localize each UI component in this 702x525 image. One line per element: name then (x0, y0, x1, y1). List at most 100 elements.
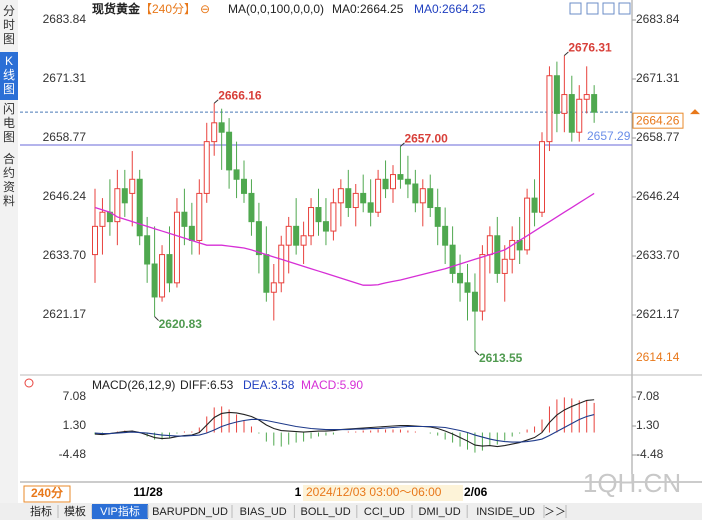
macd-icon (24, 378, 34, 388)
bottom-tab[interactable]: VIP指标 (100, 504, 140, 518)
y-tick-label: 2646.24 (636, 189, 680, 203)
toolbar-icons[interactable] (569, 2, 631, 15)
extreme-pointer (474, 350, 480, 356)
x-label: 11/28 (133, 485, 163, 499)
macd-legend: DIFF:6.53 (180, 378, 234, 392)
y-tick-label: 2633.70 (636, 248, 680, 262)
y-tick-label: 1.30 (63, 418, 87, 432)
y-tick-label: 2621.17 (43, 307, 87, 321)
extreme-label: 2620.83 (159, 317, 203, 331)
y-tick-label: 7.08 (63, 389, 87, 403)
sidebar-tab[interactable]: 图 (3, 130, 15, 144)
candle-body (442, 225, 449, 246)
sidebar-tab[interactable]: 图 (3, 82, 15, 96)
bottom-tab[interactable]: 指标 (30, 504, 52, 518)
y-tick-label: 2683.84 (636, 12, 680, 26)
candle-body (92, 225, 98, 256)
bottom-tab[interactable]: INSIDE_UD (476, 506, 535, 518)
candle-body (173, 211, 180, 284)
tab-active[interactable] (92, 504, 148, 519)
candle-body (367, 202, 374, 213)
candle-body (248, 192, 255, 223)
bottom-tab[interactable]: DMI_UD (419, 506, 461, 518)
tab-bar (0, 503, 702, 520)
bottom-tab[interactable]: BIAS_UD (240, 506, 287, 518)
period-box[interactable] (23, 485, 71, 503)
candle-body (531, 197, 538, 213)
candle-body (539, 141, 545, 213)
candle-body (524, 197, 531, 251)
bottom-tab[interactable]: ＞＞ (544, 506, 566, 518)
candle-body (211, 122, 218, 143)
sidebar-tab[interactable]: 资 (3, 180, 15, 194)
bottom-tab[interactable]: 模板 (64, 504, 86, 518)
candle-body (159, 254, 166, 298)
icon[interactable] (569, 2, 582, 15)
candle-body (300, 235, 307, 246)
macd-title: MACD(26,12,9) (92, 378, 175, 392)
candle-body (241, 178, 247, 194)
ref-label: 2657.29 (587, 129, 631, 143)
watermark: 1QH.CN (583, 468, 681, 498)
candle-body (345, 188, 352, 209)
candle-body (486, 235, 493, 256)
indicator-label: MA(0,0,100,0,0,0) (228, 2, 324, 16)
candle-body (568, 94, 575, 133)
candle-body (412, 183, 419, 204)
bottom-tab[interactable]: CCI_UD (364, 506, 405, 518)
sidebar (0, 0, 18, 503)
icon[interactable] (586, 2, 599, 15)
candle-body (308, 207, 315, 237)
sidebar-tab[interactable]: 约 (3, 165, 15, 180)
sidebar-tab[interactable]: 合 (3, 151, 15, 166)
low-price: 2614.14 (636, 350, 680, 364)
x-label: 2/06 (464, 485, 488, 499)
y-tick-label: 2646.24 (43, 189, 87, 203)
candle-body (561, 94, 568, 114)
candle-body (419, 188, 426, 204)
candle-body (509, 239, 516, 260)
sidebar-active (0, 52, 18, 100)
bottom-tab[interactable]: BARUPDN_UD (152, 506, 228, 518)
sidebar-tab[interactable]: 闪 (3, 102, 15, 116)
extreme-label: 2613.55 (479, 351, 523, 365)
y-tick-label: -4.48 (59, 447, 87, 461)
ma-line (94, 192, 595, 286)
candle-body (181, 211, 188, 227)
sidebar-tab[interactable]: 线 (3, 68, 15, 82)
extreme-label: 2666.16 (218, 88, 262, 102)
arrow (690, 109, 700, 115)
candle-body (144, 235, 151, 265)
indicator-label: MA0:2664.25 (332, 2, 404, 16)
sidebar-tab[interactable]: 分 (3, 4, 15, 18)
extreme-pointer (154, 316, 159, 321)
sidebar-tab[interactable]: 料 (3, 194, 15, 208)
icon[interactable] (618, 2, 631, 15)
candle-body (255, 221, 262, 256)
toggle[interactable]: ⊖ (200, 2, 210, 16)
sidebar-tab[interactable]: 电 (3, 116, 15, 130)
candle-body (166, 254, 173, 284)
candle-body (449, 244, 456, 274)
candle-body (315, 207, 322, 223)
sidebar-tab[interactable]: 时 (3, 18, 15, 32)
candle-body (457, 272, 464, 284)
candle-body (285, 225, 292, 246)
icon[interactable] (602, 2, 615, 15)
candle-body (196, 192, 203, 241)
candle-body (583, 94, 590, 100)
sidebar-tab[interactable]: K (5, 54, 13, 68)
x-label: 1 (295, 485, 302, 499)
bottom-tab[interactable]: BOLL_UD (301, 506, 351, 518)
candle-body (121, 188, 128, 204)
y-tick-label: 2683.84 (43, 12, 87, 26)
macd-legend: MACD:5.90 (301, 378, 363, 392)
y-tick-label: 2671.31 (43, 71, 87, 85)
candle-body (352, 192, 359, 209)
extreme-label: 2676.31 (568, 41, 612, 55)
candle-body (322, 221, 329, 232)
candle-body (226, 131, 233, 171)
sidebar-tab[interactable]: 图 (3, 32, 15, 46)
candle-body (390, 174, 396, 190)
candle-body (464, 282, 471, 293)
